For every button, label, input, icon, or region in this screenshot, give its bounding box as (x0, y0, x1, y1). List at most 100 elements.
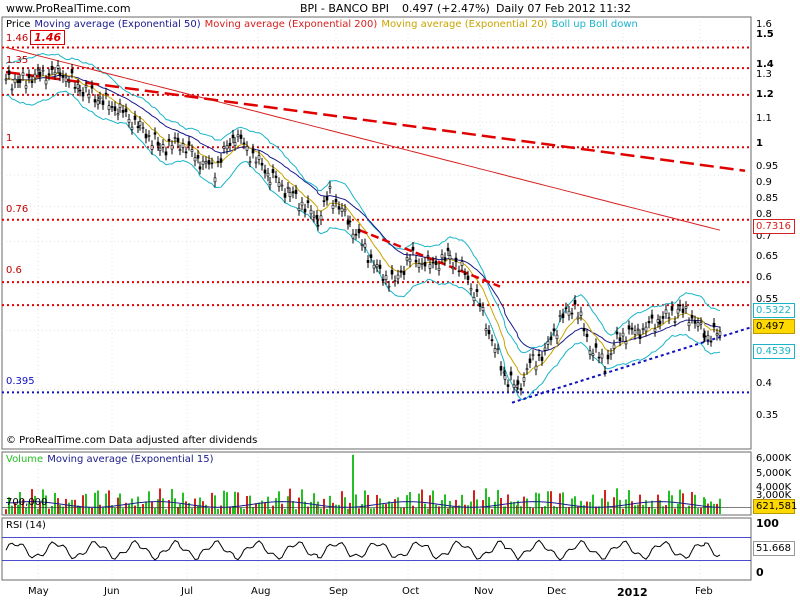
volume-bar (513, 501, 515, 514)
candle-body (582, 328, 586, 332)
candle-body (73, 87, 77, 89)
price-legend: Price Moving average (Exponential 50) Movi… (6, 19, 642, 30)
volume-bar (174, 498, 176, 514)
volume-bar (134, 505, 136, 514)
candle-body (158, 147, 162, 151)
candle-body (239, 134, 243, 139)
candle-body (463, 273, 467, 275)
site-name[interactable]: www.ProRealTime.com (6, 2, 131, 15)
volume-bar (65, 498, 67, 514)
y-tick: 0.85 (756, 193, 779, 204)
volume-bar (592, 494, 594, 514)
volume-bar (74, 499, 76, 514)
volume-bar (232, 505, 234, 514)
level-label-5: 0.6 (6, 265, 22, 276)
candle-body (493, 348, 497, 353)
volume-bar (674, 508, 676, 514)
volume-bar (556, 507, 558, 514)
candle-body (522, 377, 526, 382)
candle-body (280, 184, 284, 187)
volume-bar (57, 498, 59, 514)
volume-bar (229, 506, 231, 514)
volume-bar (535, 492, 537, 514)
candle-body (360, 244, 364, 246)
volume-bar (142, 504, 144, 514)
volume-bar (526, 498, 528, 514)
rsi-panel-frame (1, 517, 752, 581)
candle-body (124, 108, 128, 113)
candle-body (78, 89, 82, 92)
candle-body (87, 94, 91, 99)
candle-body (222, 146, 226, 149)
candle-body (696, 322, 700, 327)
rsi-tag: 51.668 (753, 541, 795, 556)
candle-body (484, 328, 488, 332)
candle-body (718, 331, 722, 336)
volume-bar (716, 503, 718, 514)
candle-body (650, 314, 654, 319)
volume-bar (361, 503, 363, 514)
candle-body (33, 73, 37, 79)
volume-bar (565, 507, 567, 514)
volume-bar (485, 488, 487, 514)
candle-body (231, 134, 235, 139)
ma200-line (5, 46, 721, 231)
volume-bar (607, 501, 609, 514)
candle-body (591, 353, 595, 356)
volume-bar (128, 503, 130, 514)
volume-bar (367, 494, 369, 514)
candle-body (481, 307, 485, 311)
candle-body (402, 270, 406, 275)
candle-body (130, 126, 134, 130)
candle-body (121, 109, 125, 113)
volume-bar (529, 506, 531, 514)
legend-volume-ma: Moving average (Exponential 15) (47, 454, 214, 465)
candle-body (286, 186, 290, 189)
candle-body (334, 199, 338, 203)
candle-body (328, 186, 332, 189)
volume-bar (461, 494, 463, 514)
volume-bar (162, 498, 164, 514)
y-tick: 0.6 (756, 272, 772, 283)
candle-body (150, 145, 154, 150)
volume-bar (307, 506, 309, 514)
candle-body (633, 330, 637, 335)
volume-bar (370, 508, 372, 514)
rsi-y-tick: 100 (756, 517, 779, 530)
candle-body (337, 206, 341, 210)
volume-bar (355, 494, 357, 514)
volume-bar (497, 489, 499, 514)
volume-bar (523, 496, 525, 514)
rsi-line (2, 537, 751, 561)
volume-bar (538, 493, 540, 514)
volume-bar (220, 505, 222, 514)
volume-bar (313, 493, 315, 514)
volume-bar (51, 505, 53, 514)
volume-bar (255, 503, 257, 514)
candle-body (156, 141, 160, 146)
candle-body (219, 158, 223, 163)
candle-body (216, 161, 220, 163)
candle-body (254, 161, 258, 164)
volume-bar (571, 498, 573, 514)
candle-body (291, 191, 295, 194)
candle-body (443, 257, 447, 261)
volume-ref-label: 700,000 (6, 497, 48, 508)
candle-body (84, 85, 88, 88)
volume-bar (243, 508, 245, 514)
candle-body (399, 270, 403, 273)
candle-body (288, 192, 292, 197)
volume-bar (694, 494, 696, 514)
candle-body (555, 334, 559, 339)
candle-body (38, 71, 42, 77)
candle-body (257, 155, 261, 160)
candle-body (603, 370, 607, 373)
candle-body (348, 220, 352, 223)
candle-body (357, 228, 361, 234)
candle-body (653, 328, 657, 332)
volume-bar (639, 494, 641, 514)
boll-down-line (5, 90, 721, 401)
candle-body (431, 261, 435, 264)
candle-body (375, 264, 379, 268)
candle-body (184, 151, 188, 154)
